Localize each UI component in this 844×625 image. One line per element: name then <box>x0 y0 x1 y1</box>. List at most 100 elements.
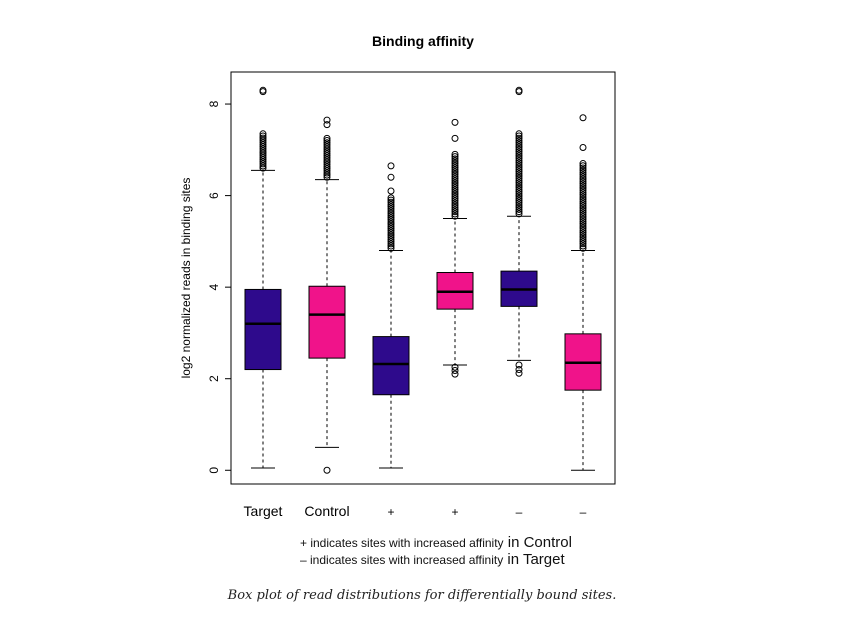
outlier-point <box>451 168 459 176</box>
outlier-point <box>515 185 523 193</box>
outlier-point <box>515 188 523 196</box>
x-tick-label: Control <box>304 503 349 519</box>
outlier-point <box>515 192 523 200</box>
outlier-point <box>515 208 523 216</box>
legend-note-1-group: in Control <box>503 534 572 551</box>
outlier-point <box>515 366 523 374</box>
outlier-point <box>515 157 523 165</box>
outlier-point <box>515 210 523 218</box>
outlier-point <box>515 181 523 189</box>
outlier-point <box>451 203 459 211</box>
outlier-point <box>387 240 395 248</box>
box-4 <box>436 118 474 378</box>
box-rect <box>372 336 410 396</box>
outlier-point <box>387 207 395 215</box>
outlier-point <box>515 361 523 369</box>
plot-frame <box>230 71 616 485</box>
outlier-point <box>579 168 587 176</box>
outlier-point <box>451 206 459 214</box>
x-tick-label: + <box>451 505 458 519</box>
outlier-point <box>579 164 587 172</box>
outlier-point <box>515 165 523 173</box>
outlier-point <box>451 166 459 174</box>
outlier-point <box>579 197 587 205</box>
outlier-point <box>451 177 459 185</box>
outlier-point <box>451 184 459 192</box>
outlier-point <box>515 150 523 158</box>
y-axis-label: log2 normalized reads in binding sites <box>179 178 193 379</box>
outlier-point <box>387 209 395 217</box>
outlier-point <box>451 201 459 209</box>
outlier-point <box>451 192 459 200</box>
boxes-group <box>244 86 602 474</box>
x-tick-label: + <box>387 505 394 519</box>
outlier-point <box>515 145 523 153</box>
y-tick-label: 0 <box>207 467 221 474</box>
outlier-point <box>579 215 587 223</box>
outlier-point <box>451 172 459 180</box>
outlier-point <box>387 225 395 233</box>
outlier-point <box>579 211 587 219</box>
outlier-point <box>259 130 267 138</box>
outlier-point <box>579 206 587 214</box>
outlier-point <box>579 231 587 239</box>
outlier-point <box>579 175 587 183</box>
outlier-point <box>515 168 523 176</box>
outlier-point <box>387 233 395 241</box>
outlier-point <box>515 130 523 138</box>
outlier-point <box>451 155 459 163</box>
outlier-point <box>579 224 587 232</box>
outlier-point <box>451 195 459 203</box>
outlier-point <box>579 177 587 185</box>
outlier-point <box>451 188 459 196</box>
box-3 <box>372 162 410 469</box>
outlier-point <box>579 180 587 188</box>
outlier-point <box>579 182 587 190</box>
outlier-point <box>323 134 331 142</box>
outlier-point <box>579 186 587 194</box>
outlier-point <box>579 166 587 174</box>
outlier-point <box>515 170 523 178</box>
outlier-point <box>451 186 459 194</box>
outlier-point <box>387 194 395 202</box>
outlier-point <box>579 226 587 234</box>
outlier-point <box>515 197 523 205</box>
x-tick-label: Target <box>244 503 283 519</box>
y-tick-label: 6 <box>207 192 221 199</box>
outlier-point <box>515 190 523 198</box>
outlier-point <box>451 134 459 142</box>
outlier-point <box>515 179 523 187</box>
outlier-point <box>451 208 459 216</box>
outlier-point <box>451 150 459 158</box>
outlier-point <box>515 136 523 144</box>
outlier-point <box>387 203 395 211</box>
outlier-point <box>515 369 523 377</box>
outlier-point <box>515 139 523 147</box>
outlier-point <box>579 240 587 248</box>
outlier-point <box>579 204 587 212</box>
outlier-point <box>515 159 523 167</box>
box-1 <box>244 86 282 469</box>
outlier-point <box>579 218 587 226</box>
y-tick-label: 2 <box>207 375 221 382</box>
outlier-point <box>387 242 395 250</box>
outlier-point <box>387 216 395 224</box>
outlier-point <box>515 132 523 140</box>
outlier-point <box>579 235 587 243</box>
outlier-point <box>579 160 587 168</box>
outlier-point <box>451 170 459 178</box>
box-2 <box>308 116 346 474</box>
legend-note-2-text: – indicates sites with increased affinit… <box>300 553 504 567</box>
outlier-point <box>579 173 587 181</box>
outlier-point <box>451 153 459 161</box>
outlier-point <box>579 244 587 252</box>
outlier-point <box>451 212 459 220</box>
outlier-point <box>323 137 331 145</box>
outlier-point <box>387 196 395 204</box>
outlier-point <box>451 366 459 374</box>
outlier-point <box>451 199 459 207</box>
outlier-point <box>387 205 395 213</box>
legend-note-line-1: + indicates sites with increased affinit… <box>300 534 572 552</box>
outlier-point <box>387 162 395 170</box>
outlier-point <box>579 193 587 201</box>
